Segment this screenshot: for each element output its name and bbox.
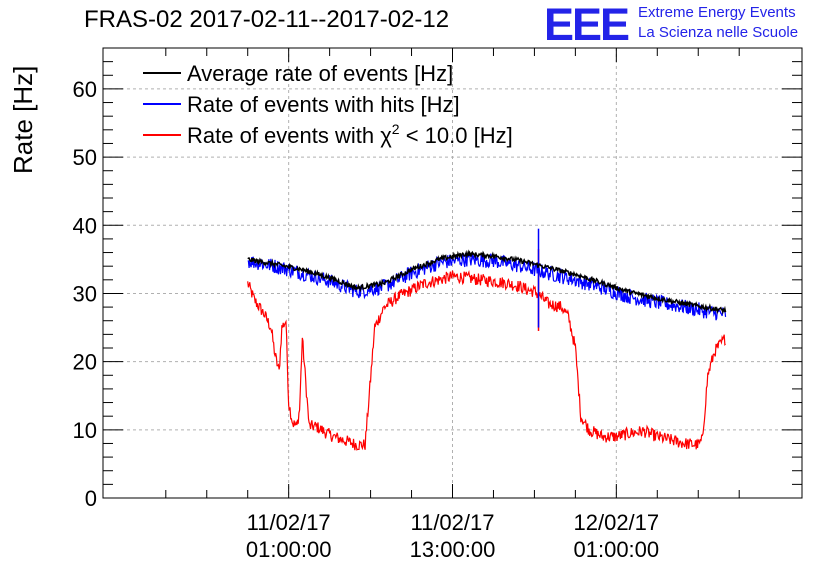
x-tick-label-date: 11/02/17 [247,510,331,535]
logo-subtitle-line2: La Scienza nelle Scuole [638,24,799,41]
y-tick-label: 20 [73,350,97,375]
plot-frame [102,47,803,499]
y-tick-label: 10 [73,418,97,443]
y-tick-label: 60 [73,77,97,102]
x-tick-label-date: 12/02/17 [574,510,660,535]
legend-chi2-suffix: < 10.0 [Hz] [400,123,513,148]
eee-logo: EEE [544,0,630,50]
y-tick-label: 0 [85,486,97,511]
x-tick-label-time: 01:00:00 [246,537,332,562]
y-tick-label: 40 [73,213,97,238]
legend-label-average: Average rate of events [Hz] [187,61,453,86]
grid-lines [103,48,802,498]
x-tick-label-date: 11/02/17 [410,510,494,535]
series-line-chi2 [247,270,726,451]
x-tick-label-time: 01:00:00 [574,537,660,562]
y-tick-label: 50 [73,145,97,170]
x-tick-label-time: 13:00:00 [410,537,496,562]
chart-title: FRAS-02 2017-02-11--2017-02-12 [84,6,450,33]
series-line-average [247,249,727,315]
logo-subtitle-line1: Extreme Energy Events [638,4,796,21]
tick-labels: 010203040506011/02/1701:00:0011/02/1713:… [73,77,660,562]
legend-chi2-symbol: χ [380,123,392,148]
legend-chi2-prefix: Rate of events with [187,123,380,148]
data-series [247,228,727,451]
legend-chi2-power: 2 [392,121,400,137]
legend-label-hits: Rate of events with hits [Hz] [187,92,460,117]
legend: Average rate of events [Hz] Rate of even… [143,61,513,148]
legend-label-chi2: Rate of events with χ2 < 10.0 [Hz] [187,121,513,148]
y-tick-label: 30 [73,281,97,306]
